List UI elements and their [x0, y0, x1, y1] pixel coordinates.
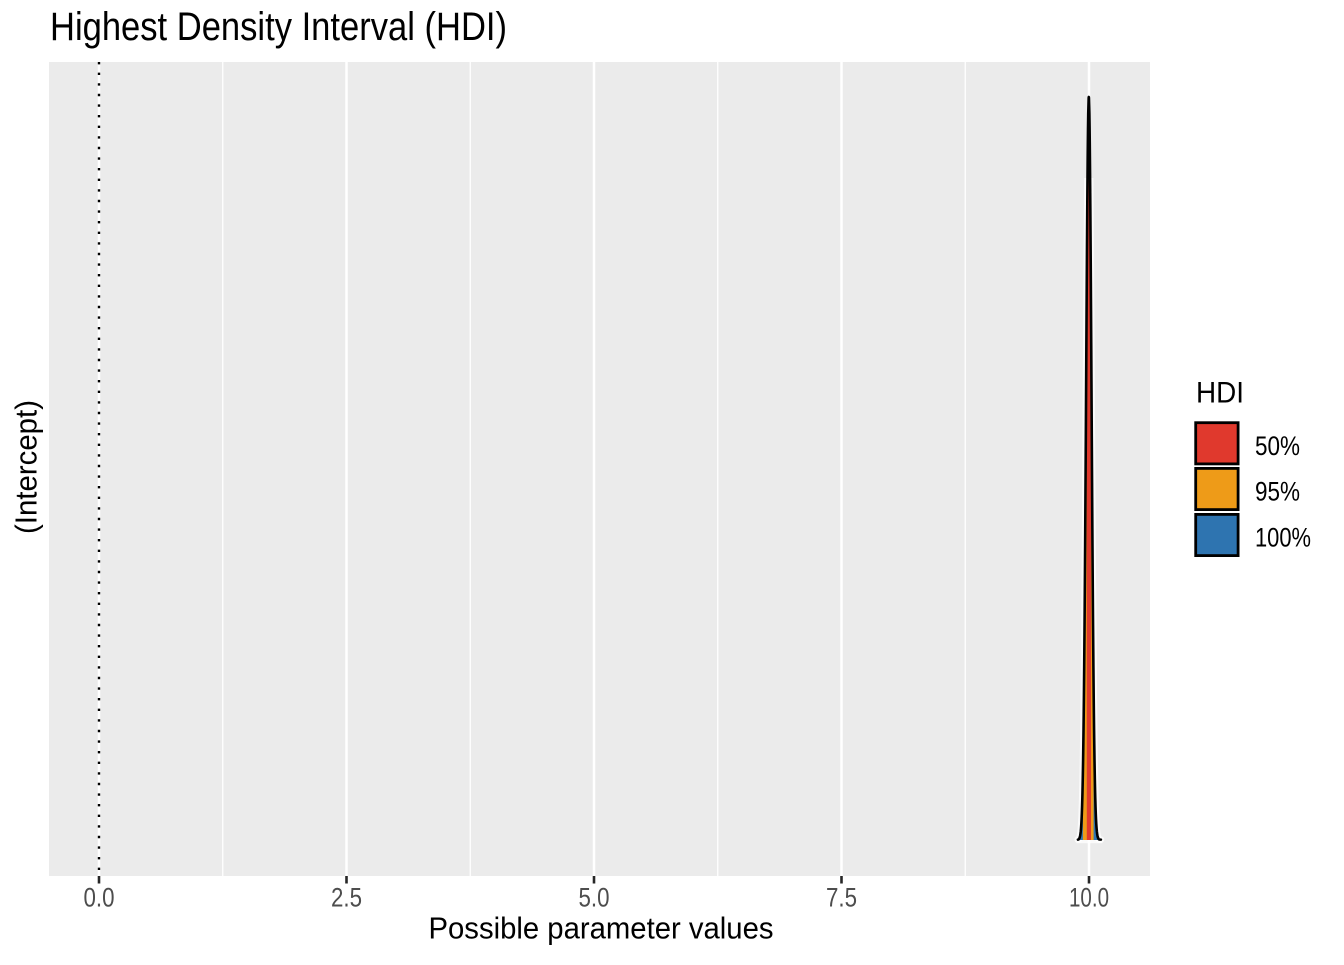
svg-text:95%: 95% [1255, 477, 1300, 507]
svg-text:7.5: 7.5 [826, 883, 857, 913]
svg-text:Possible parameter values: Possible parameter values [429, 910, 774, 945]
svg-text:10.0: 10.0 [1069, 883, 1109, 913]
svg-text:HDI: HDI [1196, 377, 1244, 410]
svg-text:(Intercept): (Intercept) [9, 400, 44, 534]
svg-text:5.0: 5.0 [579, 883, 610, 913]
svg-text:Highest Density Interval (HDI): Highest Density Interval (HDI) [50, 5, 507, 49]
svg-text:2.5: 2.5 [331, 883, 362, 913]
svg-text:100%: 100% [1255, 523, 1311, 553]
svg-text:0.0: 0.0 [84, 883, 115, 913]
svg-text:50%: 50% [1255, 431, 1300, 461]
